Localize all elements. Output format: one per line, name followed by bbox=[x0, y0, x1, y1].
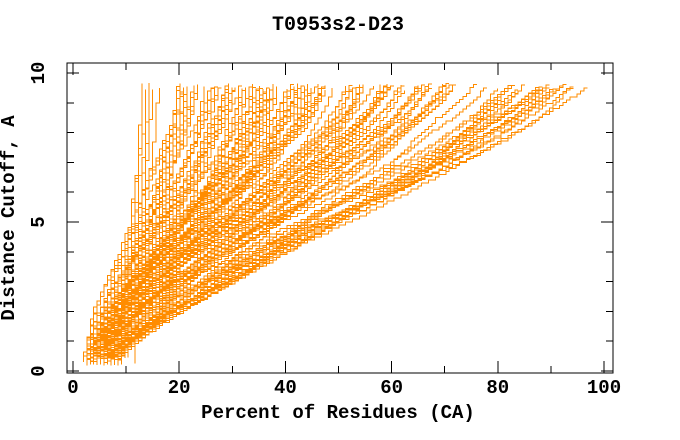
model-curve bbox=[96, 83, 432, 365]
model-curve bbox=[113, 85, 405, 363]
tick-marks bbox=[67, 63, 613, 373]
x-tick-label: 80 bbox=[486, 377, 509, 399]
model-curve bbox=[103, 86, 305, 361]
y-axis-label: Distance Cutoff, A bbox=[0, 115, 20, 321]
model-curve bbox=[103, 86, 364, 358]
tick-labels: 0 20 40 60 80 100 0 5 10 bbox=[28, 62, 621, 399]
x-tick-label: 100 bbox=[587, 377, 621, 399]
chart-title: T0953s2-D23 bbox=[272, 14, 404, 37]
model-curve bbox=[93, 84, 526, 360]
model-curve bbox=[86, 89, 247, 361]
y-tick-label: 0 bbox=[28, 365, 50, 376]
model-curve bbox=[107, 85, 512, 363]
model-curve bbox=[86, 86, 229, 361]
plot-frame bbox=[66, 62, 614, 374]
x-tick-label: 20 bbox=[168, 377, 191, 399]
model-curve bbox=[110, 85, 388, 361]
y-tick-label: 10 bbox=[28, 62, 50, 85]
model-curve bbox=[110, 87, 588, 359]
x-tick-label: 0 bbox=[67, 377, 78, 399]
model-curves bbox=[82, 83, 588, 366]
x-tick-label: 40 bbox=[274, 377, 297, 399]
x-tick-label: 60 bbox=[380, 377, 403, 399]
model-curve bbox=[103, 84, 443, 359]
x-axis-label: Percent of Residues (CA) bbox=[201, 402, 475, 424]
model-curve bbox=[110, 86, 561, 361]
y-tick-label: 5 bbox=[28, 216, 50, 227]
model-curve bbox=[89, 84, 426, 357]
model-curve bbox=[107, 89, 184, 361]
model-curve bbox=[103, 83, 229, 358]
